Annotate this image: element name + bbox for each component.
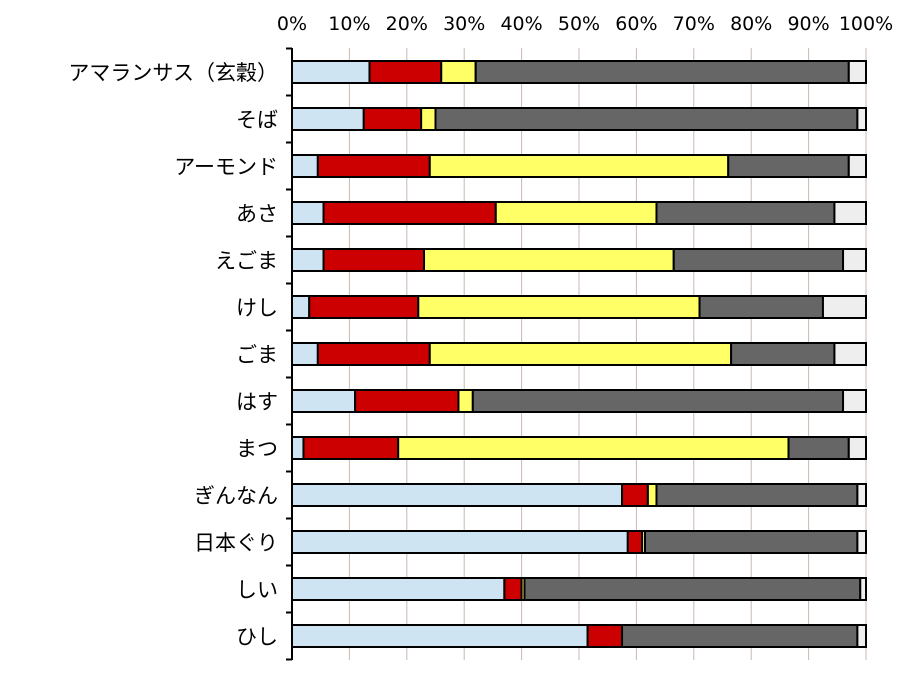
category-label: アーモンド xyxy=(174,155,278,179)
bar-segment xyxy=(316,342,431,366)
x-tick-label: 0% xyxy=(277,13,307,35)
x-tick-label: 90% xyxy=(787,13,829,35)
bar-segment xyxy=(494,201,658,225)
bar-segment xyxy=(291,342,319,366)
category-label: ぎんなん xyxy=(194,484,278,508)
bar-segment xyxy=(847,436,868,460)
bar-segment xyxy=(302,436,400,460)
category-label: 日本ぐり xyxy=(194,531,278,555)
bar-segment xyxy=(655,483,859,507)
bar-segment xyxy=(859,577,868,601)
category-label: そば xyxy=(236,108,278,132)
bar-segment xyxy=(672,248,845,272)
bar-segment xyxy=(291,107,365,131)
bar-segment xyxy=(291,436,305,460)
bar-segment xyxy=(586,624,624,648)
bar-segment xyxy=(322,248,426,272)
x-tick-label: 10% xyxy=(328,13,370,35)
x-tick-label: 50% xyxy=(558,13,600,35)
bar-segment xyxy=(621,483,649,507)
x-tick-label: 40% xyxy=(500,13,542,35)
bar-segment xyxy=(322,201,497,225)
bar-segment xyxy=(842,248,867,272)
bar-segment xyxy=(354,389,460,413)
bar-segment xyxy=(821,295,868,319)
bar-segment xyxy=(621,624,859,648)
bar-segment xyxy=(655,201,836,225)
category-label: アマランサス（玄穀） xyxy=(68,61,278,85)
bar-segment xyxy=(787,436,850,460)
bar-segment xyxy=(291,201,325,225)
bar-segment xyxy=(397,436,790,460)
category-label: まつ xyxy=(236,437,278,461)
labels: 0% 10% 20% 30% 40% 50% 60% 70% 80% 90% 100% アマランサス（… xyxy=(68,13,893,649)
bar-segment xyxy=(856,624,868,648)
bar-segment xyxy=(847,60,868,84)
x-tick-label: 20% xyxy=(386,13,428,35)
bar-segment xyxy=(856,530,868,554)
bar-segment xyxy=(503,577,523,601)
bar-segment xyxy=(362,107,423,131)
category-label: しい xyxy=(236,578,278,602)
bar-segment xyxy=(626,530,644,554)
x-tick-label: 30% xyxy=(443,13,485,35)
bar-segment xyxy=(727,154,850,178)
bar-segment xyxy=(434,107,859,131)
bar-segment xyxy=(291,389,357,413)
bar-segment xyxy=(291,60,371,84)
bar-segment xyxy=(316,154,431,178)
bar-segment xyxy=(523,577,862,601)
bar-segment xyxy=(291,483,624,507)
bar-segment xyxy=(420,107,437,131)
category-label: ごま xyxy=(236,343,278,367)
bar-segment xyxy=(474,60,850,84)
bar-segment xyxy=(291,154,319,178)
category-label: はす xyxy=(236,390,278,414)
bar-segment xyxy=(428,154,730,178)
bar-segment xyxy=(833,342,867,366)
bar-segment xyxy=(291,295,311,319)
bar-segment xyxy=(842,389,867,413)
bar-segment xyxy=(698,295,824,319)
bar-segment xyxy=(291,624,589,648)
bar-segment xyxy=(423,248,675,272)
bar-segment xyxy=(644,530,859,554)
bar-segment xyxy=(417,295,701,319)
bar-segment xyxy=(457,389,474,413)
bar-segment xyxy=(730,342,836,366)
x-tick-label: 80% xyxy=(730,13,772,35)
bar-segment xyxy=(308,295,420,319)
bar-segment xyxy=(856,483,868,507)
bar-segment xyxy=(471,389,845,413)
bars xyxy=(291,60,868,648)
axes xyxy=(286,47,293,661)
category-label: えごま xyxy=(215,249,278,273)
bar-segment xyxy=(291,577,506,601)
category-label: あさ xyxy=(236,202,278,226)
bar-segment xyxy=(428,342,733,366)
bar-segment xyxy=(368,60,443,84)
bar-segment xyxy=(856,107,868,131)
x-tick-label: 60% xyxy=(615,13,657,35)
category-label: けし xyxy=(236,296,278,320)
bar-segment xyxy=(833,201,867,225)
x-tick-label: 100% xyxy=(839,13,893,35)
bar-segment xyxy=(440,60,477,84)
x-tick-label: 70% xyxy=(673,13,715,35)
bar-segment xyxy=(291,248,325,272)
bar-segment xyxy=(646,483,658,507)
bar-segment xyxy=(291,530,629,554)
bar-segment xyxy=(847,154,868,178)
category-label: ひし xyxy=(236,625,278,649)
